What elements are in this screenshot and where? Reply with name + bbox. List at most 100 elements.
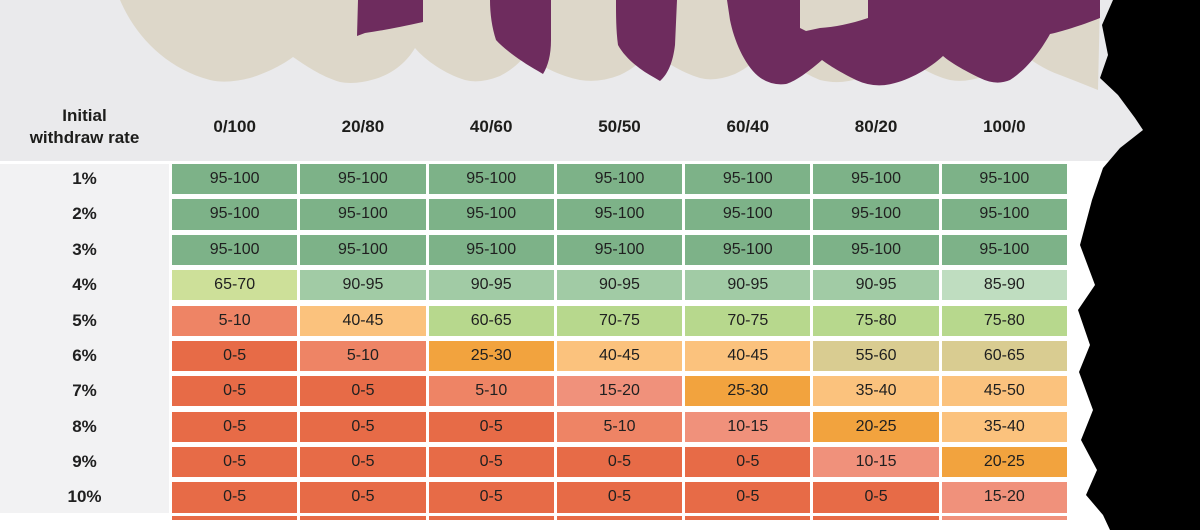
heatmap-cell: 45-50: [941, 376, 1067, 407]
row-label: 8%: [72, 416, 97, 436]
heatmap-cell: 20-25: [941, 447, 1067, 478]
heatmap-cell: 55-60: [813, 340, 939, 372]
heatmap-cell: 90-95: [685, 270, 811, 301]
heatmap-cell: 0-5: [556, 482, 683, 513]
purple-column-left: [490, 0, 551, 74]
heatmap-cell: 75-80: [941, 305, 1067, 336]
heatmap-cell: 0-5: [300, 447, 426, 478]
heatmap-cell: 35-40: [941, 411, 1067, 442]
heatmap-cell: 60-65: [941, 340, 1067, 372]
heatmap-cell: 5-10: [556, 411, 683, 442]
row-label: 6%: [72, 345, 97, 365]
heatmap-cell: 95-100: [300, 164, 426, 195]
heatmap-cell: 95-100: [813, 199, 939, 230]
column-header-row: Initial withdraw rate 0/100 20/80 40/60 50/…: [0, 96, 1067, 158]
purple-column-middle: [616, 0, 677, 81]
row-header-column-background: [0, 164, 169, 513]
column-header: 20/80: [341, 116, 385, 136]
heatmap-cell: 90-95: [300, 270, 426, 301]
heatmap-cell: 35-40: [813, 376, 939, 407]
sliver-cell: [556, 516, 683, 520]
sliver-cell: [941, 516, 1067, 520]
heatmap-cell: 70-75: [556, 305, 683, 336]
heatmap-cell: 95-100: [813, 164, 939, 195]
row-label: 3%: [72, 239, 97, 259]
column-header: 40/60: [469, 116, 513, 136]
row-label: 2%: [72, 204, 97, 224]
cropped-next-row-sliver: [0, 516, 1067, 520]
heatmap-cell: 0-5: [300, 482, 426, 513]
sliver-cell: [685, 516, 811, 520]
row-label: 1%: [72, 169, 97, 189]
sliver-cell: [813, 516, 939, 520]
heatmap-cell: 10-15: [685, 411, 811, 442]
heatmap-cell: 95-100: [941, 234, 1067, 265]
heatmap-cell: 95-100: [300, 199, 426, 230]
heatmap-table: Initial withdraw rate 0/100 20/80 40/60 50/…: [0, 96, 1067, 520]
heatmap-cell: 0-5: [172, 411, 298, 442]
row-label: 7%: [72, 381, 97, 401]
heatmap-cell: 0-5: [172, 340, 298, 372]
heatmap-cell: 0-5: [172, 447, 298, 478]
heatmap-cell: 85-90: [941, 270, 1067, 301]
decorative-top-band: [0, 0, 1200, 161]
row-axis-label: Initial withdraw rate: [0, 105, 169, 149]
purple-blob-small: [357, 0, 423, 36]
heatmap-cell: 0-5: [813, 482, 939, 513]
heatmap-cell: 15-20: [941, 482, 1067, 513]
column-header: 60/40: [726, 116, 770, 136]
heatmap-cell: 0-5: [172, 482, 298, 513]
beige-notch-on-purple: [800, 0, 868, 31]
row-axis-label-line2: withdraw rate: [29, 128, 140, 147]
column-header: 50/50: [598, 116, 641, 136]
heatmap-cell: 0-5: [300, 376, 426, 407]
heatmap-cell: 0-5: [556, 447, 683, 478]
heatmap-cell: 95-100: [428, 199, 554, 230]
heatmap-cell: 90-95: [813, 270, 939, 301]
heatmap-cell: 95-100: [685, 164, 811, 195]
heatmap-cell: 0-5: [685, 482, 811, 513]
heatmap-cell: 95-100: [172, 234, 298, 265]
heatmap-cell: 40-45: [556, 340, 683, 372]
heatmap-cell: 95-100: [172, 164, 298, 195]
sliver-cell: [300, 516, 426, 520]
heatmap-cell: 0-5: [428, 482, 554, 513]
column-header: 80/20: [854, 116, 898, 136]
heatmap-cell: 70-75: [685, 305, 811, 336]
heatmap-cell: 60-65: [428, 305, 554, 336]
heatmap-cell: 40-45: [300, 305, 426, 336]
row-label: 9%: [72, 452, 97, 472]
column-header: 0/100: [213, 116, 256, 136]
heatmap-cell: 95-100: [556, 234, 683, 265]
heatmap-cell: 15-20: [556, 376, 683, 407]
heatmap-cell: 95-100: [685, 199, 811, 230]
heatmap-cell: 95-100: [556, 199, 683, 230]
row-label: 10%: [67, 487, 102, 507]
heatmap-cell: 0-5: [685, 447, 811, 478]
heatmap-cell: 95-100: [428, 164, 554, 195]
sliver-cell: [428, 516, 554, 520]
heatmap-cell: 95-100: [941, 164, 1067, 195]
sliver-cell: [172, 516, 298, 520]
heatmap-cell: 0-5: [428, 411, 554, 442]
heatmap-cell: 65-70: [172, 270, 298, 301]
heatmap-cell: 95-100: [428, 234, 554, 265]
heatmap-cell: 5-10: [172, 305, 298, 336]
heatmap-cell: 95-100: [941, 199, 1067, 230]
heatmap-cell: 10-15: [813, 447, 939, 478]
heatmap-cell: 25-30: [428, 340, 554, 372]
row-label: 5%: [72, 310, 97, 330]
heatmap-cell: 90-95: [428, 270, 554, 301]
heatmap-cell: 75-80: [813, 305, 939, 336]
heatmap-cell: 40-45: [685, 340, 811, 372]
heatmap-cell: 20-25: [813, 411, 939, 442]
heatmap-cell: 90-95: [556, 270, 683, 301]
row-axis-label-line1: Initial: [62, 105, 107, 125]
heatmap-cell: 0-5: [300, 411, 426, 442]
row-label: 4%: [72, 275, 97, 295]
column-header: 100/0: [983, 116, 1026, 136]
heatmap-cell: 95-100: [556, 164, 683, 195]
heatmap-cell: 95-100: [172, 199, 298, 230]
heatmap-cell: 0-5: [428, 447, 554, 478]
